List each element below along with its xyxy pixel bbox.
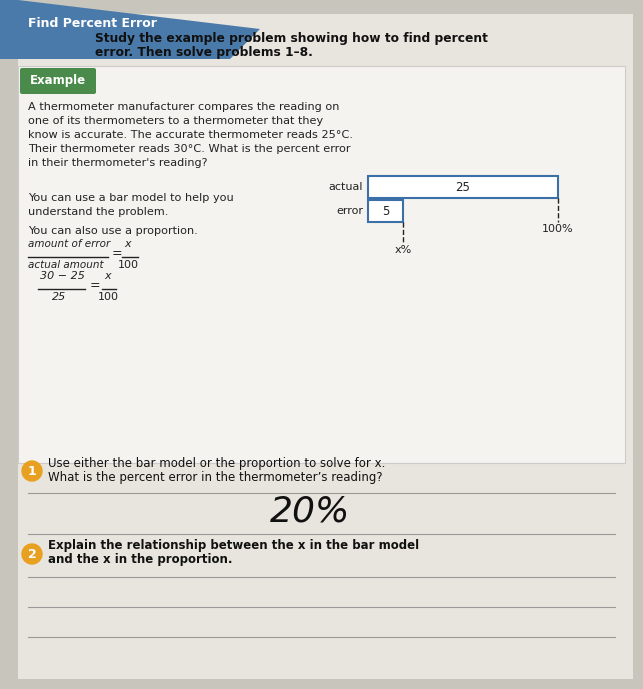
Text: =: = bbox=[112, 247, 123, 260]
Text: 100%: 100% bbox=[542, 224, 574, 234]
Polygon shape bbox=[0, 0, 260, 59]
Text: and the x in the proportion.: and the x in the proportion. bbox=[48, 553, 233, 566]
Text: Explain the relationship between the x in the bar model: Explain the relationship between the x i… bbox=[48, 539, 419, 553]
Text: x%: x% bbox=[395, 245, 412, 255]
Text: in their thermometer's reading?: in their thermometer's reading? bbox=[28, 158, 208, 168]
Circle shape bbox=[22, 544, 42, 564]
Text: 25: 25 bbox=[52, 292, 66, 302]
Text: amount of error: amount of error bbox=[28, 239, 110, 249]
Text: 100: 100 bbox=[118, 260, 138, 270]
Text: Example: Example bbox=[30, 74, 86, 87]
Text: You can also use a proportion.: You can also use a proportion. bbox=[28, 226, 198, 236]
Text: know is accurate. The accurate thermometer reads 25°C.: know is accurate. The accurate thermomet… bbox=[28, 130, 353, 140]
Text: Use either the bar model or the proportion to solve for x.: Use either the bar model or the proporti… bbox=[48, 457, 385, 469]
Text: x: x bbox=[105, 271, 111, 281]
Text: 25: 25 bbox=[455, 181, 471, 194]
Text: 20%: 20% bbox=[270, 495, 350, 529]
FancyBboxPatch shape bbox=[18, 66, 625, 463]
Text: x: x bbox=[125, 239, 131, 249]
Text: error: error bbox=[336, 206, 363, 216]
Text: 30 − 25: 30 − 25 bbox=[40, 271, 85, 281]
Text: 2: 2 bbox=[28, 548, 37, 560]
Text: 1: 1 bbox=[28, 464, 37, 477]
Text: What is the percent error in the thermometer’s reading?: What is the percent error in the thermom… bbox=[48, 471, 383, 484]
Text: Find Percent Error: Find Percent Error bbox=[28, 17, 157, 30]
FancyBboxPatch shape bbox=[20, 68, 96, 94]
Text: actual: actual bbox=[329, 182, 363, 192]
Bar bbox=[368, 200, 403, 222]
Text: You can use a bar model to help you: You can use a bar model to help you bbox=[28, 193, 234, 203]
Text: error. Then solve problems 1–8.: error. Then solve problems 1–8. bbox=[95, 46, 313, 59]
Text: 100: 100 bbox=[98, 292, 118, 302]
Text: one of its thermometers to a thermometer that they: one of its thermometers to a thermometer… bbox=[28, 116, 323, 126]
Circle shape bbox=[22, 461, 42, 481]
Text: =: = bbox=[90, 280, 100, 293]
FancyBboxPatch shape bbox=[18, 14, 633, 679]
Text: 5: 5 bbox=[382, 205, 389, 218]
Text: actual amount: actual amount bbox=[28, 260, 104, 270]
Text: Their thermometer reads 30°C. What is the percent error: Their thermometer reads 30°C. What is th… bbox=[28, 144, 350, 154]
Text: A thermometer manufacturer compares the reading on: A thermometer manufacturer compares the … bbox=[28, 102, 340, 112]
Bar bbox=[368, 176, 558, 198]
Text: Study the example problem showing how to find percent: Study the example problem showing how to… bbox=[95, 32, 488, 45]
Text: understand the problem.: understand the problem. bbox=[28, 207, 168, 217]
